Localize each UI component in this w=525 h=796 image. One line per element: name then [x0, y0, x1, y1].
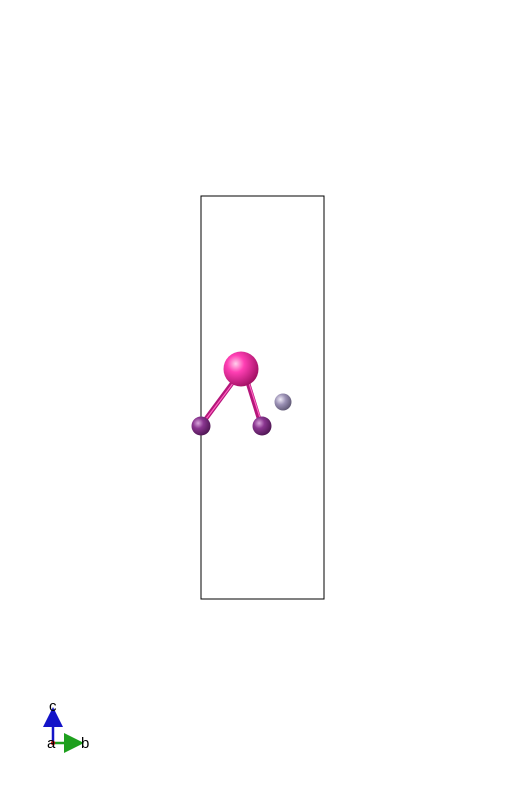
- atom-left[interactable]: [191, 416, 211, 436]
- c-axis-label: c: [49, 698, 57, 715]
- atoms: [191, 351, 292, 436]
- unit-cell-outline: [200, 195, 325, 600]
- atom-right[interactable]: [252, 416, 272, 436]
- axis-indicator: c b a: [43, 698, 89, 753]
- bond-large-left-highlight: [202, 377, 238, 424]
- bond-large-right-highlight: [247, 379, 263, 425]
- bonds: [199, 375, 264, 428]
- b-axis-label: b: [81, 735, 89, 752]
- atom-large[interactable]: [223, 351, 259, 387]
- a-axis-point: [50, 740, 56, 746]
- atom-small[interactable]: [274, 393, 292, 411]
- a-axis-label: a: [47, 735, 56, 752]
